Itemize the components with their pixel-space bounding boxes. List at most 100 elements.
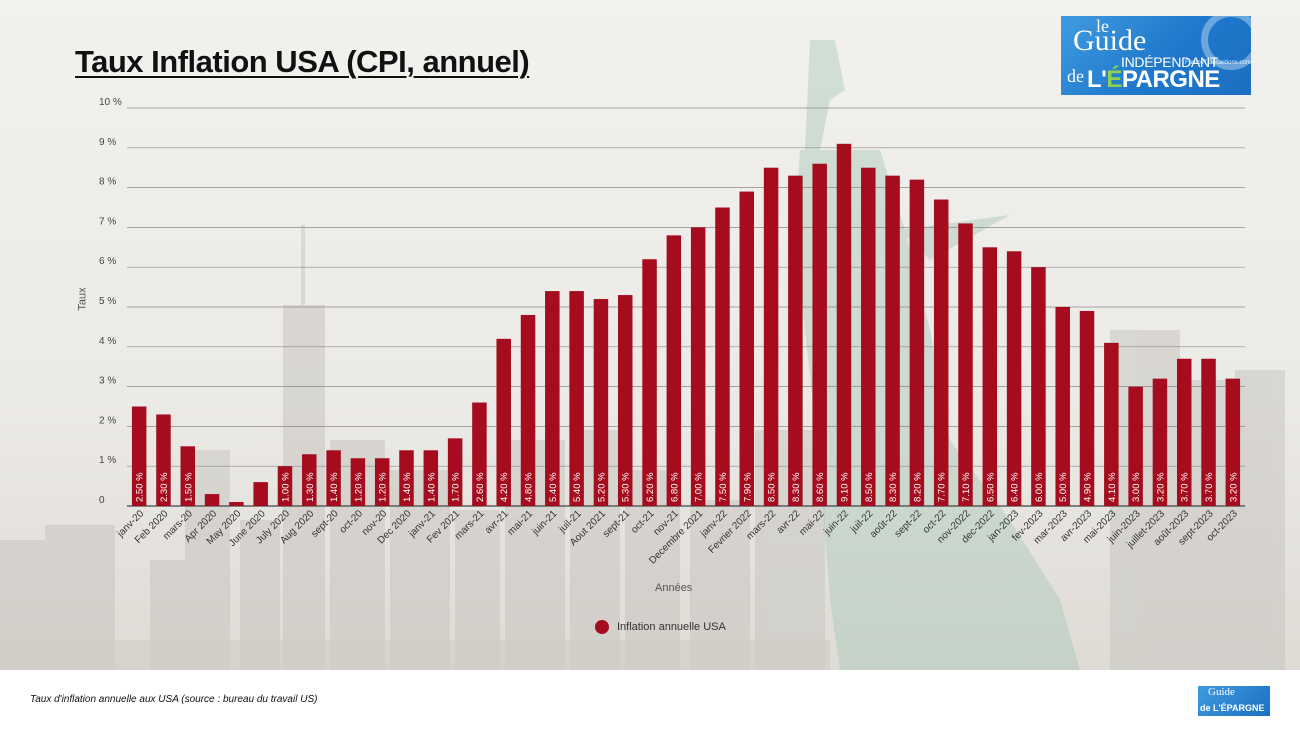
bar	[1079, 310, 1095, 506]
bar	[423, 450, 439, 506]
data-label: 3.20 %	[1155, 472, 1166, 502]
bar	[472, 402, 487, 506]
data-label: 4.10 %	[1107, 472, 1118, 502]
legend-label: Inflation annuelle USA	[617, 621, 726, 633]
bar	[933, 199, 949, 507]
x-tick-label: sept-22	[893, 508, 925, 540]
bar	[447, 438, 463, 506]
y-tick-label: 4 %	[99, 336, 116, 347]
bar	[763, 167, 779, 506]
bar	[715, 207, 730, 506]
data-label: 2.30 %	[159, 472, 170, 502]
data-label: 1.30 %	[305, 472, 316, 502]
x-tick-label: juin-21	[530, 508, 560, 538]
bar	[836, 143, 852, 506]
y-tick-label: 1 %	[99, 455, 116, 466]
y-tick-label: 8 %	[99, 177, 116, 188]
data-label: 1.20 %	[378, 472, 389, 502]
data-label: 6.40 %	[1010, 472, 1021, 502]
x-tick-label: mai-22	[797, 508, 827, 538]
y-tick-label: 5 %	[99, 296, 116, 307]
bar	[739, 191, 755, 506]
data-label: 7.70 %	[937, 472, 948, 502]
y-tick-label: 3 %	[99, 376, 116, 387]
bar	[350, 458, 366, 506]
bar	[520, 314, 536, 506]
chart-legend: Inflation annuelle USA	[595, 620, 726, 634]
bar	[204, 494, 220, 506]
data-label: 3.70 %	[1204, 472, 1215, 502]
data-label: 3.00 %	[1131, 472, 1142, 502]
guide-epargne-logo: le Guide INDÉPENDANT FranceTransactions.…	[1061, 16, 1251, 95]
data-label: 5.40 %	[572, 472, 583, 502]
bar	[617, 295, 633, 506]
data-label: 3.70 %	[1180, 472, 1191, 502]
bar	[1006, 251, 1022, 506]
bar	[861, 167, 876, 506]
bar	[302, 454, 317, 506]
bar	[496, 338, 511, 506]
x-tick-label: sept-21	[601, 508, 633, 540]
bar	[229, 502, 244, 506]
data-label: 5.20 %	[596, 472, 607, 502]
data-label: 5.00 %	[1058, 472, 1069, 502]
bar	[1201, 358, 1216, 506]
legend-swatch	[595, 620, 609, 634]
bar	[156, 414, 171, 506]
data-label: 9.10 %	[839, 472, 850, 502]
bar	[1176, 358, 1192, 506]
data-label: 1.40 %	[402, 472, 413, 502]
bar	[666, 235, 682, 507]
bar	[569, 291, 584, 506]
data-label: 8.30 %	[791, 472, 802, 502]
data-label: 1.50 %	[183, 472, 194, 502]
y-tick-label: 2 %	[99, 415, 116, 426]
data-label: 4.90 %	[1083, 472, 1094, 502]
bar	[593, 299, 609, 506]
data-label: 6.50 %	[985, 472, 996, 502]
data-label: 7.10 %	[961, 472, 972, 502]
data-label: 8.50 %	[767, 472, 778, 502]
data-label: 7.50 %	[718, 472, 729, 502]
bar	[788, 175, 803, 506]
bar	[1128, 386, 1143, 506]
data-label: 7.90 %	[742, 472, 753, 502]
x-axis-label: Années	[655, 582, 693, 594]
data-label: 1.70 %	[451, 472, 462, 502]
source-caption: Taux d'inflation annuelle aux USA (sourc…	[30, 694, 318, 705]
page-title: Taux Inflation USA (CPI, annuel)	[75, 44, 530, 79]
data-label: 1.40 %	[329, 472, 340, 502]
data-label: 2.50 %	[135, 472, 146, 502]
data-label: 8.30 %	[888, 472, 899, 502]
data-label: 1.40 %	[426, 472, 437, 502]
bar	[1152, 378, 1168, 506]
bar	[1225, 378, 1241, 506]
bar	[399, 450, 414, 506]
y-tick-label: 10 %	[99, 97, 122, 108]
bar	[1104, 342, 1119, 506]
data-label: 5.40 %	[548, 472, 559, 502]
x-tick-label: mai-21	[506, 508, 536, 538]
x-tick-label: sept-20	[309, 508, 341, 540]
bar	[253, 482, 268, 506]
y-tick-label: 9 %	[99, 137, 116, 148]
bar	[885, 175, 900, 506]
bar	[1031, 267, 1046, 506]
data-label: 5.30 %	[621, 472, 632, 502]
bar	[642, 259, 657, 506]
y-tick-label: 0	[99, 495, 105, 506]
y-axis-label: Taux	[76, 287, 89, 311]
data-label: 8.60 %	[815, 472, 826, 502]
data-label: 6.20 %	[645, 472, 656, 502]
bar	[690, 227, 706, 506]
bar	[982, 247, 998, 507]
bar	[812, 163, 827, 506]
data-label: 6.00 %	[1034, 472, 1045, 502]
data-label: 8.20 %	[912, 472, 923, 502]
data-label: 1.20 %	[353, 472, 364, 502]
y-tick-label: 7 %	[99, 216, 116, 227]
bar	[180, 446, 196, 506]
x-tick-label: juin-22	[821, 508, 851, 538]
bar	[958, 223, 973, 507]
